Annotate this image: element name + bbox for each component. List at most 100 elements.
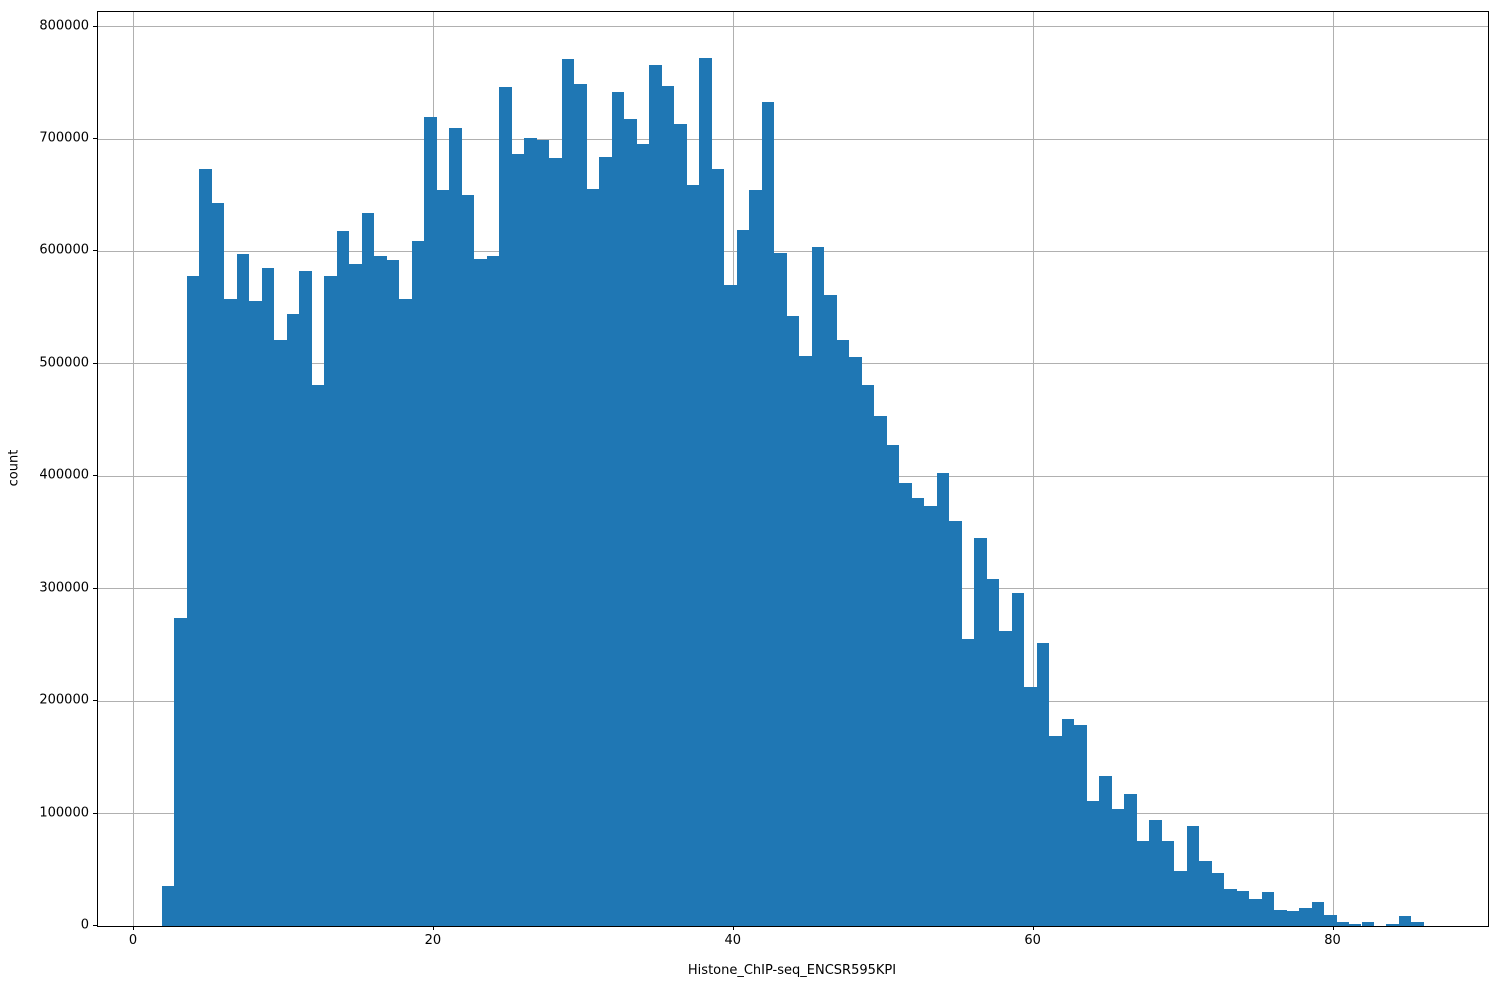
histogram-bar	[361, 213, 375, 926]
histogram-bar	[399, 298, 412, 926]
histogram-bar	[899, 483, 912, 926]
histogram-bar	[1386, 923, 1399, 926]
y-tick-label: 700000	[39, 130, 89, 146]
histogram-bar	[561, 59, 575, 926]
histogram-bar	[774, 252, 787, 926]
x-axis-label: Histone_ChIP-seq_ENCSR595KPI	[687, 963, 897, 978]
histogram-bar	[924, 505, 937, 926]
histogram-bar	[261, 268, 275, 926]
histogram-bar	[636, 143, 650, 926]
y-tick-mark	[93, 362, 97, 364]
histogram-bar	[211, 203, 225, 926]
histogram-bar	[449, 127, 462, 926]
histogram-bar	[999, 631, 1012, 926]
x-tick-label: 0	[128, 933, 138, 948]
histogram-bar	[1011, 593, 1025, 926]
y-tick-label: 200000	[39, 692, 89, 708]
histogram-bar	[386, 260, 400, 926]
x-tick-label: 80	[1324, 933, 1341, 948]
y-tick-mark	[93, 250, 97, 252]
histogram-bar	[1036, 642, 1050, 926]
histogram-bar	[736, 230, 750, 926]
histogram-bar	[1411, 921, 1424, 926]
histogram-bar	[1286, 911, 1300, 926]
histogram-bar	[424, 116, 437, 926]
histogram-bar	[649, 64, 662, 926]
histogram-bar	[161, 885, 175, 926]
y-tick-mark	[93, 587, 97, 589]
histogram-bar	[836, 340, 850, 926]
histogram-bar	[974, 538, 987, 926]
histogram-bar	[1049, 736, 1062, 926]
histogram-bar	[311, 385, 325, 926]
histogram-bar	[1149, 820, 1162, 926]
histogram-bar	[1024, 686, 1037, 926]
histogram-bar	[1074, 724, 1087, 926]
histogram-bar	[1336, 921, 1349, 926]
histogram-bar	[499, 87, 512, 926]
histogram-bar	[624, 118, 637, 926]
histogram-bar	[711, 169, 725, 926]
histogram-bar	[886, 444, 900, 926]
histogram-bar	[1199, 860, 1212, 926]
y-tick-label: 0	[80, 917, 89, 933]
histogram-bar	[1361, 921, 1374, 926]
histogram-bar	[949, 521, 962, 926]
y-tick-label: 800000	[39, 18, 89, 34]
histogram-bar	[1061, 719, 1075, 926]
histogram-bar	[1111, 809, 1125, 926]
histogram-bar	[524, 137, 537, 926]
histogram-bar	[286, 314, 300, 926]
histogram-bar	[536, 140, 550, 926]
x-tick-label: 20	[424, 933, 442, 948]
histogram-bar	[599, 157, 612, 926]
histogram-bar	[849, 357, 862, 926]
y-tick-label: 400000	[39, 467, 89, 483]
histogram-bar	[474, 259, 487, 926]
histogram-bar	[236, 253, 250, 926]
histogram-bar	[874, 415, 887, 926]
histogram-bar	[761, 101, 775, 926]
x-tick-mark	[732, 926, 734, 930]
histogram-bar	[824, 295, 837, 926]
y-tick-mark	[93, 475, 97, 477]
histogram-bar	[461, 195, 475, 926]
y-tick-label: 600000	[39, 242, 89, 258]
histogram-bar	[1136, 840, 1150, 926]
histogram-bar	[749, 189, 762, 926]
histogram-bar	[1261, 892, 1275, 926]
histogram-bar	[174, 617, 187, 926]
histogram-bar	[1299, 908, 1312, 926]
histogram-bar	[1211, 873, 1225, 926]
histogram-bar	[699, 58, 712, 926]
histogram-bar	[1161, 840, 1175, 926]
histogram-bar	[349, 263, 362, 926]
histogram-bar	[1324, 914, 1337, 926]
y-axis-label: count	[6, 449, 22, 487]
histogram-bar	[799, 356, 812, 926]
gridline-horizontal	[98, 26, 1488, 28]
histogram-bar	[199, 169, 212, 926]
histogram-bar	[861, 385, 875, 926]
y-tick-mark	[93, 812, 97, 814]
gridline-vertical	[1333, 12, 1335, 926]
x-tick-mark	[1032, 926, 1034, 930]
gridline-vertical	[133, 12, 135, 926]
histogram-bar	[1349, 923, 1362, 926]
histogram-bar	[274, 340, 287, 926]
y-tick-mark	[93, 925, 97, 926]
histogram-bar	[1274, 910, 1287, 926]
histogram-bar	[374, 255, 387, 926]
y-tick-label: 500000	[39, 355, 89, 371]
x-tick-mark	[132, 926, 134, 930]
histogram-bar	[1236, 891, 1250, 926]
histogram-bar	[574, 83, 587, 926]
histogram-bar	[486, 255, 500, 926]
histogram-bar	[986, 578, 1000, 926]
gridline-horizontal	[98, 138, 1488, 140]
x-tick-mark	[1332, 926, 1334, 930]
x-tick-mark	[432, 926, 434, 930]
histogram-bar	[811, 246, 825, 926]
histogram-bar	[961, 639, 975, 926]
gridline-horizontal	[98, 250, 1488, 252]
